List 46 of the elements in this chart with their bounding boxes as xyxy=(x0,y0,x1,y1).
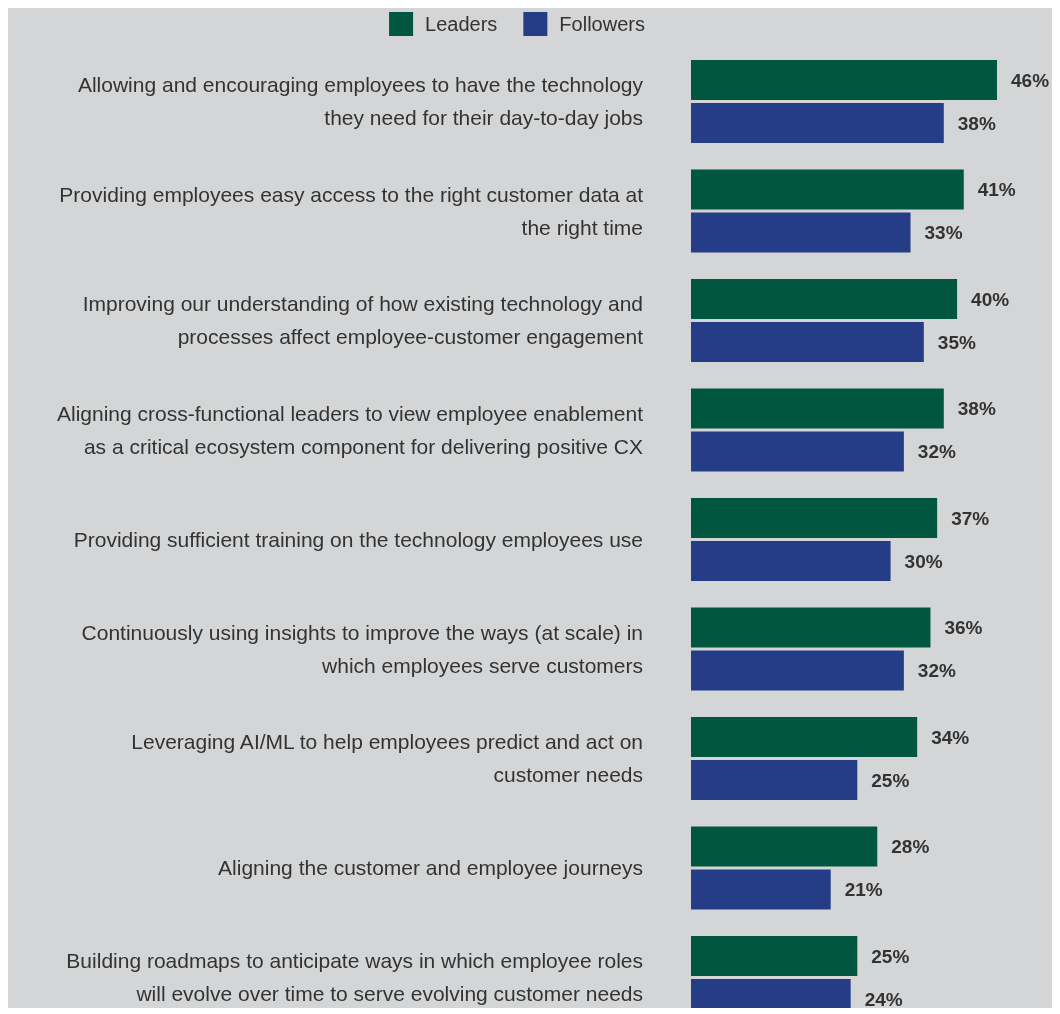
bar xyxy=(691,607,931,648)
data-label: 30% xyxy=(904,550,943,572)
bar xyxy=(691,541,891,581)
data-label: 32% xyxy=(917,441,956,463)
bar xyxy=(691,498,938,538)
legend-label: Leaders xyxy=(425,13,498,35)
bar xyxy=(691,431,904,472)
bar xyxy=(691,717,918,757)
bar xyxy=(691,279,958,319)
bar xyxy=(691,650,904,691)
data-label: 32% xyxy=(917,660,956,682)
data-label: 24% xyxy=(864,988,903,1010)
y-tick-label: Providing employees easy access to the right customer data at the right time xyxy=(59,182,644,239)
legend-label: Followers xyxy=(559,13,645,35)
bar xyxy=(691,322,924,362)
data-label: 34% xyxy=(931,726,970,748)
bar xyxy=(691,869,831,910)
bar xyxy=(691,936,858,976)
data-label: 38% xyxy=(957,112,996,134)
y-tick-label: Aligning the customer and employee journeys xyxy=(218,856,643,880)
bar xyxy=(691,388,944,429)
y-tick-label: Allowing and encouraging employees to have the technology they need for their day-to-day jobs xyxy=(77,73,644,130)
data-label: 28% xyxy=(891,836,930,858)
data-label: 38% xyxy=(957,398,996,420)
y-tick-label: Continuously using insights to improve the ways (at scale) in which employees serve customers xyxy=(81,620,643,677)
y-tick-label: Leveraging AI/ML to help employees predict and act on customer needs xyxy=(131,730,643,787)
data-label: 35% xyxy=(937,331,976,353)
data-label: 25% xyxy=(871,945,910,967)
data-label: 46% xyxy=(1011,69,1050,91)
data-label: 21% xyxy=(844,879,883,901)
data-label: 40% xyxy=(971,288,1010,310)
bar xyxy=(691,103,944,143)
data-label: 41% xyxy=(977,179,1016,201)
bar xyxy=(691,760,858,800)
data-label: 25% xyxy=(871,769,910,791)
data-label: 36% xyxy=(944,617,983,639)
bar xyxy=(691,60,997,100)
bar xyxy=(691,212,911,253)
y-tick-label: Providing sufficient training on the technology employees use xyxy=(73,527,643,551)
data-label: 33% xyxy=(924,222,963,244)
y-tick-label: Building roadmaps to anticipate ways in which employee roles will evolve over time to serve evolving customer needs xyxy=(66,949,643,1006)
y-tick-label: Improving our understanding of how existing technology and processes affect employee-customer engagement xyxy=(82,292,644,349)
y-tick-label: Aligning cross-functional leaders to view employee enablement as a critical ecosystem component for delivering positive CX xyxy=(57,401,644,458)
bar xyxy=(691,826,878,867)
data-label: 37% xyxy=(951,507,990,529)
bar xyxy=(691,169,964,210)
